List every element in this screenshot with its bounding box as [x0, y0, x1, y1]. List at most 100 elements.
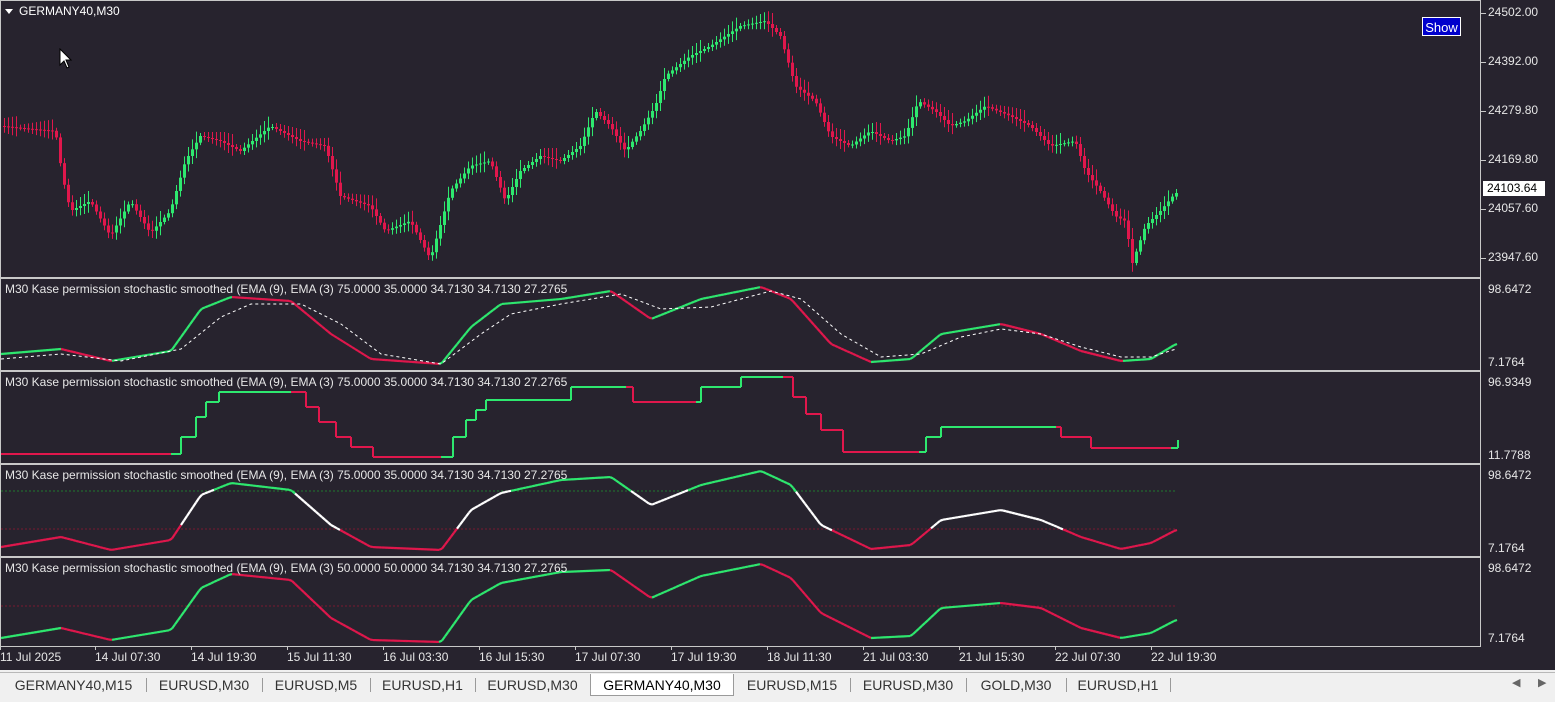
tab-eurusd-m30[interactable]: EURUSD,M30 [862, 677, 954, 693]
stochastic-line-segment [186, 602, 191, 609]
stochastic-line-segment [669, 309, 674, 313]
stochastic-line-segment [147, 542, 152, 545]
candle-body [199, 136, 202, 143]
stochastic-line-segment [507, 489, 512, 493]
stochastic-line-segment [726, 292, 731, 295]
candle-body [963, 121, 966, 123]
stochastic-line-segment [99, 636, 104, 640]
tab-germany40-m15[interactable]: GERMANY40,M15 [14, 677, 133, 693]
candle-body [659, 91, 662, 103]
stochastic-line-segment [306, 313, 311, 318]
indicator-pane-2[interactable]: M30 Kase permission stochastic smoothed … [0, 371, 1481, 464]
stochastic-line-segment [222, 297, 227, 302]
candle-body [263, 131, 266, 135]
stochastic-line-segment [1101, 355, 1106, 359]
stochastic-line-segment [39, 629, 44, 633]
price-pane[interactable]: GERMANY40,M30 Show [0, 0, 1481, 278]
stochastic-line-segment [696, 484, 701, 488]
tab-eurusd-m15[interactable]: EURUSD,M15 [746, 677, 838, 693]
stochastic-line-segment [87, 633, 92, 637]
stochastic-line-segment [615, 572, 620, 577]
candle-body [923, 102, 926, 105]
stochastic-line-segment [924, 343, 929, 349]
tab-eurusd-m5[interactable]: EURUSD,M5 [274, 677, 358, 693]
stochastic-line-segment [756, 470, 761, 474]
candle-body [351, 198, 354, 200]
stochastic-line-segment [528, 485, 533, 489]
candle-body [387, 229, 390, 231]
stochastic-line-segment [471, 323, 476, 328]
stochastic-line-segment [342, 623, 347, 628]
stochastic-line-segment [135, 634, 140, 637]
stochastic-line-segment [723, 292, 728, 296]
current-price-label: 24103.64 [1483, 181, 1545, 196]
tab-germany40-m30[interactable]: GERMANY40,M30 [590, 674, 734, 696]
stochastic-line-segment [1173, 528, 1178, 533]
stochastic-line-segment [51, 627, 56, 631]
stochastic-line-segment [1161, 349, 1166, 354]
indicator-title: M30 Kase permission stochastic smoothed … [5, 468, 568, 482]
stochastic-line-segment [1170, 530, 1175, 534]
time-label: 14 Jul 07:30 [95, 650, 161, 664]
candle-body [1015, 117, 1018, 119]
stochastic-line-segment [696, 575, 701, 579]
stochastic-line-segment [519, 487, 524, 490]
candle-body [427, 247, 430, 256]
stochastic-line-segment [651, 316, 656, 320]
stochastic-line-segment [1026, 329, 1031, 333]
stochastic-line-segment [303, 500, 308, 505]
tab-eurusd-m30[interactable]: EURUSD,M30 [487, 677, 578, 693]
scroll-left-icon[interactable]: ◀ [1512, 677, 1521, 689]
tab-eurusd-h1[interactable]: EURUSD,H1 [382, 677, 463, 693]
indicator-pane-3[interactable]: M30 Kase permission stochastic smoothed … [0, 464, 1481, 557]
candle-body [23, 128, 26, 129]
stochastic-line-segment [60, 626, 65, 630]
stochastic-line-segment [207, 582, 212, 586]
candle-body [1163, 206, 1166, 211]
price-axis[interactable]: 24502.00 24392.00 24279.80 24169.80 2405… [1481, 0, 1555, 278]
candle-body [555, 159, 558, 160]
stochastic-line-segment [1110, 544, 1115, 548]
stochastic-line-segment [672, 307, 677, 312]
stochastic-line-segment [660, 498, 665, 503]
stochastic-line-segment [1095, 353, 1100, 357]
candle-body [991, 107, 994, 109]
chevron-down-icon[interactable] [5, 9, 13, 14]
stochastic-line-segment [120, 546, 125, 550]
stochastic-line-segment [744, 472, 749, 476]
stochastic-line-segment [639, 310, 644, 315]
stochastic-line-segment [627, 580, 632, 585]
indicator-pane-1[interactable]: M30 Kase permission stochastic smoothed … [0, 278, 1481, 371]
stochastic-line-segment [150, 631, 155, 635]
stochastic-line-segment [492, 494, 497, 499]
tab-eurusd-m30[interactable]: EURUSD,M30 [158, 677, 250, 693]
stochastic-line-segment [1065, 343, 1070, 347]
stochastic-line-segment [663, 589, 668, 594]
stochastic-line-segment [933, 522, 938, 527]
stochastic-line-segment [102, 546, 107, 550]
stochastic-line-segment [177, 615, 182, 621]
stochastic-line-segment [1080, 626, 1085, 630]
stochastic-line-segment [1113, 358, 1118, 362]
show-button[interactable]: Show [1422, 17, 1461, 36]
stochastic-line-segment [1122, 546, 1127, 550]
chart-area[interactable]: GERMANY40,M30 Show 24502.00 24392.00 242… [0, 0, 1555, 670]
stochastic-line-segment [324, 328, 329, 333]
tab-gold-m30[interactable]: GOLD,M30 [980, 677, 1052, 693]
stochastic-line-segment [816, 607, 821, 613]
stochastic-line-segment [189, 598, 194, 605]
stochastic-line-segment [312, 508, 317, 513]
stochastic-line-segment [1089, 538, 1094, 542]
stochastic-line-segment [930, 338, 935, 344]
scroll-right-icon[interactable]: ▶ [1538, 677, 1547, 689]
stochastic-line-segment [990, 324, 995, 327]
stochastic-line-segment [645, 314, 650, 319]
tab-eurusd-h1[interactable]: EURUSD,H1 [1077, 677, 1159, 693]
indicator-pane-4[interactable]: M30 Kase permission stochastic smoothed … [0, 557, 1481, 647]
stochastic-line-segment [48, 537, 53, 541]
stochastic-line-segment [9, 543, 14, 547]
indicator-3-lines [1, 470, 1178, 552]
stochastic-line-segment [303, 310, 308, 316]
candle-body [971, 115, 974, 119]
candle-body [175, 191, 178, 205]
